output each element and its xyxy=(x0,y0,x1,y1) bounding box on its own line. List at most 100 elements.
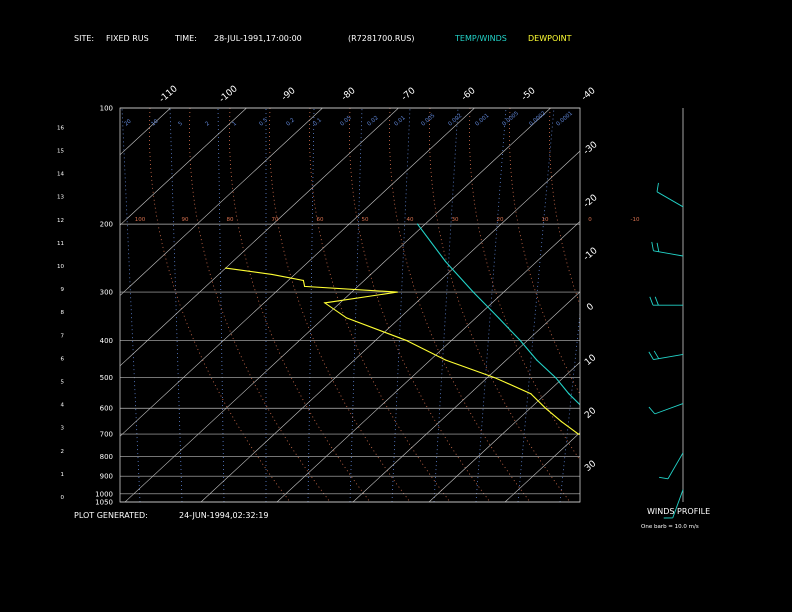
mixing-ratio-line xyxy=(349,108,363,502)
theta-e-label: 80 xyxy=(227,217,234,223)
time-label: TIME: xyxy=(174,34,197,43)
generated-label: PLOT GENERATED: xyxy=(74,511,148,520)
plot-frame xyxy=(119,107,581,503)
height-tick-label: 0 xyxy=(61,495,65,501)
wind-barb-flag xyxy=(656,182,659,192)
theta-e-line xyxy=(508,108,580,396)
isotherm-line xyxy=(200,150,580,502)
temp-point xyxy=(416,223,419,225)
isotherm-line xyxy=(428,361,580,502)
temp-point xyxy=(519,339,521,341)
site-label: SITE: xyxy=(74,34,94,43)
pressure-label: 900 xyxy=(100,473,113,481)
theta-e-line xyxy=(148,108,291,502)
dewpoint-point xyxy=(396,291,398,293)
theta-e-line xyxy=(188,108,331,502)
legend-temp: TEMP/WINDS xyxy=(454,34,507,43)
wind-barb-flag xyxy=(656,242,660,252)
theta-e-label: 50 xyxy=(362,217,369,223)
height-tick-label: 14 xyxy=(57,172,64,178)
height-tick-label: 15 xyxy=(57,149,64,155)
height-tick-label: 3 xyxy=(61,426,65,432)
pressure-label: 300 xyxy=(100,289,113,297)
wind-barb-shaft xyxy=(667,452,684,480)
theta-e-label: 0 xyxy=(588,217,592,223)
theta-e-line xyxy=(388,108,531,502)
temp-point xyxy=(444,260,447,263)
dewpoint-point xyxy=(444,359,447,361)
height-tick-label: 5 xyxy=(61,380,65,386)
height-tick-label: 8 xyxy=(61,310,65,316)
theta-e-label: 90 xyxy=(182,217,189,223)
pressure-label: 400 xyxy=(100,337,113,345)
height-tick-label: 4 xyxy=(61,403,65,409)
mixing-ratio-label: 0.2 xyxy=(285,117,296,127)
time-value: 28-JUL-1991,17:00:00 xyxy=(214,34,302,43)
dewpoint-point xyxy=(405,339,407,341)
isotherm-line xyxy=(120,108,475,437)
dewpoint-point xyxy=(302,279,304,282)
theta-e-label: 60 xyxy=(317,217,324,223)
height-tick-label: 12 xyxy=(57,218,64,224)
theta-e-label: 20 xyxy=(497,217,504,223)
theta-e-label: 100 xyxy=(135,217,146,223)
theta-e-label: 30 xyxy=(452,217,459,223)
mixing-ratio-line xyxy=(391,108,411,502)
height-tick-label: 11 xyxy=(57,241,64,247)
dewpoint-point xyxy=(324,302,326,304)
isotherm-line xyxy=(120,108,247,226)
dewpoint-point xyxy=(494,377,496,379)
height-tick-label: 6 xyxy=(61,356,65,362)
height-tick-label: 9 xyxy=(61,287,65,293)
generated-value: 24-JUN-1994,02:32:19 xyxy=(179,511,268,520)
height-tick-label: 1 xyxy=(61,472,65,478)
pressure-label: 700 xyxy=(100,431,113,439)
wind-barb-flag xyxy=(654,296,659,306)
temp-series-line xyxy=(417,223,580,406)
wind-barb-flag xyxy=(653,350,660,359)
wind-barb-flag xyxy=(651,241,654,251)
legend-dew: DEWPOINT xyxy=(528,34,572,43)
theta-e-line xyxy=(428,108,571,502)
wind-barb-flag xyxy=(659,476,669,480)
theta-e-line xyxy=(348,108,491,502)
temp-point xyxy=(536,359,538,361)
wind-barb-shaft xyxy=(654,403,684,415)
mixing-ratio-line xyxy=(169,108,183,502)
wind-barb-shaft xyxy=(656,191,684,208)
mixing-ratio-label: 1 xyxy=(231,121,238,128)
pressure-label: 500 xyxy=(100,374,113,382)
file-name: (R7281700.RUS) xyxy=(348,34,414,43)
wind-barb-flag xyxy=(648,351,654,360)
temp-point xyxy=(498,317,500,319)
isotherm-line xyxy=(120,108,323,296)
site-value: FIXED RUS xyxy=(106,34,149,43)
wind-barb-flag xyxy=(648,406,656,415)
pressure-label: 100 xyxy=(100,105,113,113)
isotherm-lines xyxy=(120,108,580,502)
theta-e-line xyxy=(228,108,371,502)
height-tick-label: 16 xyxy=(57,125,64,131)
height-tick-label: 13 xyxy=(57,195,64,201)
temp-point xyxy=(472,291,474,293)
isotherm-line xyxy=(504,432,580,502)
mixing-ratio-label: 2 xyxy=(204,121,211,128)
theta-e-label: -10 xyxy=(631,217,640,223)
profile-series xyxy=(225,223,580,436)
pressure-label: 800 xyxy=(100,453,113,461)
dewpoint-point xyxy=(530,393,532,395)
dewpoint-point xyxy=(577,433,579,435)
mixing-ratio-line xyxy=(121,108,141,502)
height-tick-label: 2 xyxy=(61,449,65,455)
mixing-ratio-line xyxy=(433,108,459,502)
theta-e-line xyxy=(468,108,580,461)
temp-point xyxy=(555,377,557,379)
mixing-ratio-label: 0.5 xyxy=(258,117,269,128)
dewpoint-point xyxy=(225,267,227,269)
isotherm-line xyxy=(352,291,580,502)
winds-title: WINDS PROFILE xyxy=(647,507,710,516)
mixing-ratio-label: 20 xyxy=(123,118,133,127)
isotherm-line xyxy=(124,108,551,502)
mixing-ratio-line xyxy=(217,108,225,502)
